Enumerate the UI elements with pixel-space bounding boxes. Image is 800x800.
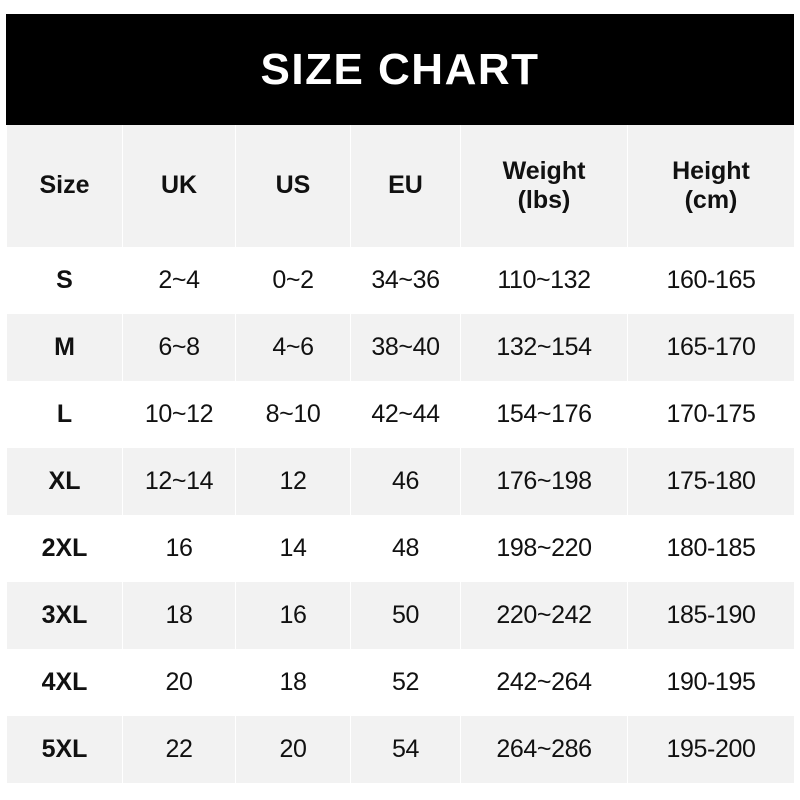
column-header-size: Size xyxy=(7,125,122,247)
column-header-height-line1: Height xyxy=(672,156,750,185)
cell-height: 175-180 xyxy=(628,448,794,515)
column-header-height: Height (cm) xyxy=(628,125,794,247)
cell-eu: 48 xyxy=(351,515,460,582)
header-row: Size UK US EU Weight (lbs) Height (cm) xyxy=(7,125,794,247)
table-row: 2XL 16 14 48 198~220 180-185 xyxy=(7,515,794,582)
cell-height: 195-200 xyxy=(628,716,794,783)
cell-size: 4XL xyxy=(7,649,122,716)
column-header-uk-line1: UK xyxy=(160,171,198,200)
cell-eu: 38~40 xyxy=(351,314,460,381)
cell-weight: 110~132 xyxy=(461,247,627,314)
table-row: 4XL 20 18 52 242~264 190-195 xyxy=(7,649,794,716)
cell-us: 14 xyxy=(236,515,350,582)
cell-eu: 54 xyxy=(351,716,460,783)
cell-uk: 22 xyxy=(123,716,235,783)
cell-size: XL xyxy=(7,448,122,515)
cell-us: 8~10 xyxy=(236,381,350,448)
size-chart-table: Size UK US EU Weight (lbs) Height (cm) xyxy=(6,125,795,783)
table-row: M 6~8 4~6 38~40 132~154 165-170 xyxy=(7,314,794,381)
cell-eu: 34~36 xyxy=(351,247,460,314)
cell-weight: 264~286 xyxy=(461,716,627,783)
table-row: 3XL 18 16 50 220~242 185-190 xyxy=(7,582,794,649)
cell-weight: 242~264 xyxy=(461,649,627,716)
cell-weight: 132~154 xyxy=(461,314,627,381)
table-row: L 10~12 8~10 42~44 154~176 170-175 xyxy=(7,381,794,448)
cell-uk: 10~12 xyxy=(123,381,235,448)
column-header-height-unit: (cm) xyxy=(684,186,738,214)
column-header-us: US xyxy=(236,125,350,247)
cell-size: L xyxy=(7,381,122,448)
cell-eu: 52 xyxy=(351,649,460,716)
cell-uk: 18 xyxy=(123,582,235,649)
cell-size: 2XL xyxy=(7,515,122,582)
cell-height: 170-175 xyxy=(628,381,794,448)
column-header-weight-unit: (lbs) xyxy=(517,186,571,214)
cell-size: 3XL xyxy=(7,582,122,649)
cell-weight: 176~198 xyxy=(461,448,627,515)
column-header-weight-line1: Weight xyxy=(502,156,586,185)
column-header-uk: UK xyxy=(123,125,235,247)
cell-size: M xyxy=(7,314,122,381)
column-header-eu: EU xyxy=(351,125,460,247)
cell-eu: 46 xyxy=(351,448,460,515)
cell-eu: 50 xyxy=(351,582,460,649)
column-header-weight: Weight (lbs) xyxy=(461,125,627,247)
cell-uk: 20 xyxy=(123,649,235,716)
cell-us: 18 xyxy=(236,649,350,716)
cell-height: 165-170 xyxy=(628,314,794,381)
cell-uk: 16 xyxy=(123,515,235,582)
column-header-us-line1: US xyxy=(275,171,311,200)
table-row: XL 12~14 12 46 176~198 175-180 xyxy=(7,448,794,515)
page-title: SIZE CHART xyxy=(260,44,540,94)
cell-us: 16 xyxy=(236,582,350,649)
cell-eu: 42~44 xyxy=(351,381,460,448)
cell-us: 4~6 xyxy=(236,314,350,381)
title-banner: SIZE CHART xyxy=(6,14,794,125)
cell-us: 0~2 xyxy=(236,247,350,314)
cell-us: 20 xyxy=(236,716,350,783)
cell-size: 5XL xyxy=(7,716,122,783)
cell-weight: 154~176 xyxy=(461,381,627,448)
cell-height: 190-195 xyxy=(628,649,794,716)
column-header-size-line1: Size xyxy=(39,171,90,200)
cell-height: 160-165 xyxy=(628,247,794,314)
cell-weight: 220~242 xyxy=(461,582,627,649)
cell-size: S xyxy=(7,247,122,314)
cell-uk: 12~14 xyxy=(123,448,235,515)
column-header-eu-line1: EU xyxy=(388,171,423,200)
table-row: S 2~4 0~2 34~36 110~132 160-165 xyxy=(7,247,794,314)
table-header: Size UK US EU Weight (lbs) Height (cm) xyxy=(7,125,794,247)
cell-height: 185-190 xyxy=(628,582,794,649)
cell-us: 12 xyxy=(236,448,350,515)
table-row: 5XL 22 20 54 264~286 195-200 xyxy=(7,716,794,783)
cell-height: 180-185 xyxy=(628,515,794,582)
cell-weight: 198~220 xyxy=(461,515,627,582)
cell-uk: 2~4 xyxy=(123,247,235,314)
cell-uk: 6~8 xyxy=(123,314,235,381)
table-body: S 2~4 0~2 34~36 110~132 160-165 M 6~8 4~6 38~40 13… xyxy=(7,247,794,783)
